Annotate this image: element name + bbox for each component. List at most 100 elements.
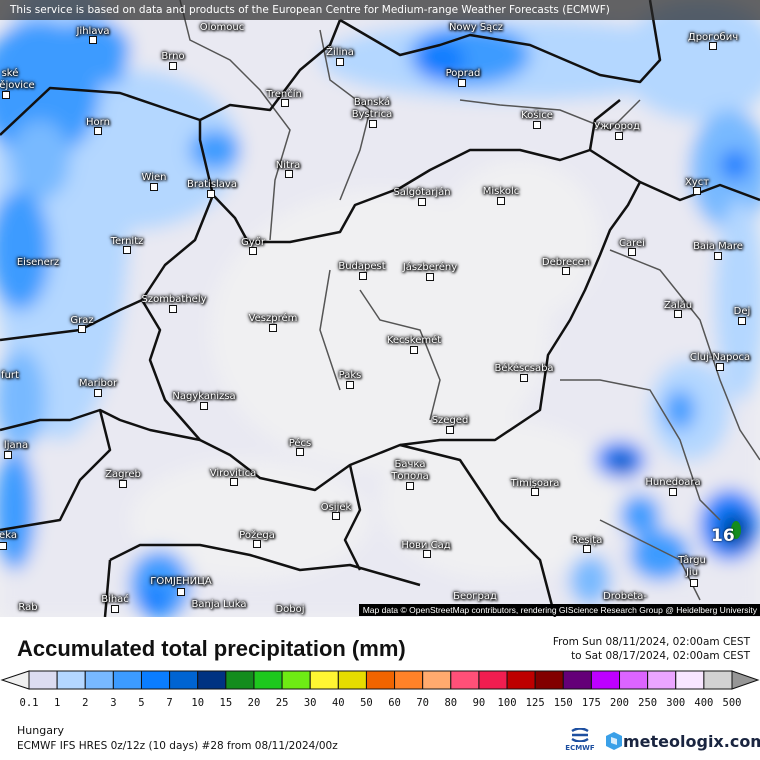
period-from: From Sun 08/11/2024, 02:00am CEST	[552, 636, 750, 648]
city-label: ljana	[3, 440, 29, 451]
legend-tick-label: 100	[497, 697, 517, 709]
legend-tick-label: 70	[416, 697, 429, 709]
city-marker	[426, 273, 434, 281]
precipitation-map[interactable]: This service is based on data and produc…	[0, 0, 760, 617]
city-label: Paks	[338, 370, 362, 381]
max-value-label: 16	[711, 526, 735, 546]
city-label: Београд	[453, 591, 497, 602]
city-label: ějovice	[0, 80, 35, 91]
city-marker	[269, 324, 277, 332]
city-label: Bratislava	[187, 179, 237, 190]
city-label: Kecskemét	[386, 335, 442, 346]
city-marker	[0, 542, 7, 550]
city-label: Požega	[239, 530, 275, 541]
city-label: Drobeta-	[603, 591, 647, 602]
city-label: Rab	[18, 602, 38, 613]
city-label: Osijek	[320, 502, 352, 513]
legend-tick-label: 15	[219, 697, 233, 709]
city-marker	[359, 272, 367, 280]
city-label: Carei	[619, 238, 645, 249]
city-label: Dej	[733, 306, 751, 317]
legend-swatch	[197, 670, 227, 690]
city-marker	[533, 121, 541, 129]
legend-swatch	[506, 670, 536, 690]
meteologix-logo[interactable]: meteologix.com	[605, 731, 760, 751]
region-name: Hungary	[17, 724, 64, 737]
legend-tick-label: 90	[472, 697, 486, 709]
city-label: Bihać	[101, 594, 129, 605]
legend-swatch	[534, 670, 564, 690]
legend-swatch	[28, 670, 58, 690]
city-label: Jászberény	[402, 262, 458, 273]
city-label: Zagreb	[105, 469, 141, 480]
city-marker	[690, 579, 698, 587]
city-marker	[94, 389, 102, 397]
legend-tick-label: 60	[388, 697, 401, 709]
legend-over-arrow	[731, 670, 760, 690]
city-marker	[111, 605, 119, 613]
period-to: to Sat 08/17/2024, 02:00am CEST	[571, 650, 750, 662]
legend-tick-label: 20	[247, 697, 261, 709]
city-label: Дрогобич	[687, 32, 739, 43]
city-marker	[207, 190, 215, 198]
city-label: Reșița	[571, 535, 603, 546]
city-marker	[346, 381, 354, 389]
city-label: Baia Mare	[693, 241, 743, 252]
city-label: Doboj	[275, 604, 305, 615]
legend-swatch	[253, 670, 283, 690]
city-marker	[78, 325, 86, 333]
city-label: Szombathely	[141, 294, 207, 305]
city-label: Žilina	[326, 47, 354, 58]
legend-tick-label: 3	[110, 697, 117, 709]
legend-swatch	[337, 670, 367, 690]
city-label: Salgótarján	[393, 187, 451, 198]
city-marker	[336, 58, 344, 66]
city-marker	[693, 187, 701, 195]
city-label: Košice	[521, 110, 553, 121]
legend-tick-label: 10	[191, 697, 205, 709]
city-marker	[520, 374, 528, 382]
city-marker	[230, 478, 238, 486]
city-label: Eisenerz	[16, 257, 60, 268]
city-marker	[296, 448, 304, 456]
legend-tick-label: 400	[694, 697, 714, 709]
city-label: furt	[1, 370, 19, 381]
city-marker	[200, 402, 208, 410]
city-marker	[562, 267, 570, 275]
city-label: Banská	[353, 97, 391, 108]
city-marker	[369, 120, 377, 128]
city-label: Poprad	[445, 68, 481, 79]
city-marker	[583, 545, 591, 553]
map-attribution[interactable]: Map data © OpenStreetMap contributors, r…	[358, 604, 760, 616]
city-marker	[169, 62, 177, 70]
city-marker	[94, 127, 102, 135]
legend-swatch	[112, 670, 142, 690]
city-marker	[615, 132, 623, 140]
legend-swatch	[703, 670, 733, 690]
legend-swatch	[394, 670, 424, 690]
city-label: Топола	[391, 471, 429, 482]
legend-tick-label: 5	[138, 697, 145, 709]
legend-swatch	[647, 670, 677, 690]
city-label: Brno	[161, 51, 185, 62]
legend-swatch	[422, 670, 452, 690]
city-label: Ужгород	[594, 121, 640, 132]
city-marker	[423, 550, 431, 558]
city-marker	[406, 482, 414, 490]
city-label: Veszprém	[248, 313, 298, 324]
city-label: Trenčín	[266, 89, 302, 100]
legend-tick-label: 1	[53, 697, 61, 709]
meteologix-logo-icon	[606, 732, 622, 750]
city-label: Maribor	[78, 378, 118, 389]
city-label: Nagykanizsa	[172, 391, 236, 402]
city-label: Hunedoara	[645, 477, 701, 488]
ecmwf-notice-banner: This service is based on data and produc…	[0, 0, 760, 20]
legend-tick-label: 2	[82, 697, 89, 709]
city-marker	[249, 247, 257, 255]
city-label: Нови Сад	[401, 540, 451, 551]
legend-under-arrow	[0, 670, 30, 690]
city-marker	[531, 488, 539, 496]
legend-tick-label: 500	[722, 697, 742, 709]
legend-swatch	[675, 670, 705, 690]
legend-swatch	[562, 670, 592, 690]
